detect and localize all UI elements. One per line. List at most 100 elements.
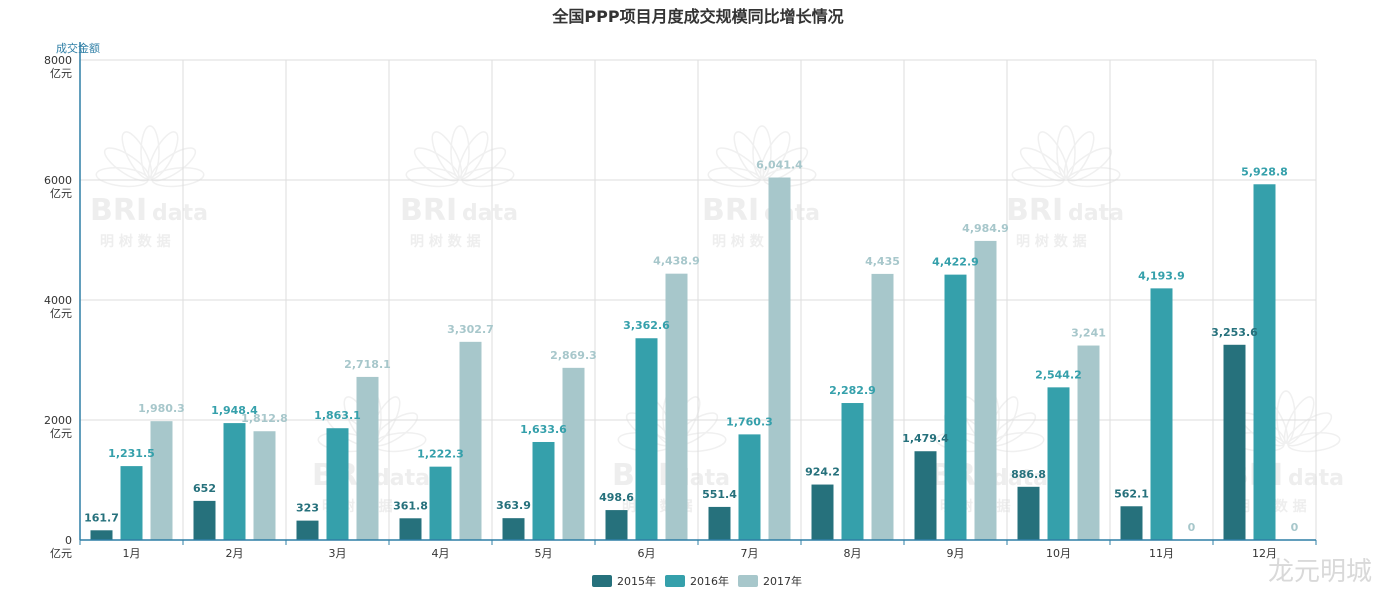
bar-2017年-5月[interactable] xyxy=(562,367,585,540)
data-label: 2,282.9 xyxy=(829,384,876,397)
data-label: 1,231.5 xyxy=(108,447,155,460)
data-label: 4,438.9 xyxy=(653,255,700,268)
bar-2016年-6月[interactable] xyxy=(635,338,658,540)
data-label: 1,760.3 xyxy=(726,415,773,428)
legend[interactable]: 2015年 2016年 2017年 xyxy=(592,574,802,588)
watermark-petal xyxy=(1286,412,1333,447)
legend-label: 2015年 xyxy=(617,574,656,588)
bar-2017年-4月[interactable] xyxy=(459,341,482,540)
watermark-chinese: 明 树 数 据 xyxy=(1016,233,1087,250)
watermark-petal xyxy=(707,166,761,188)
legend-item-2015年[interactable]: 2015年 xyxy=(592,574,656,588)
legend-item-2017年[interactable]: 2017年 xyxy=(738,574,802,588)
data-label: 1,948.4 xyxy=(211,404,258,417)
data-label: 1,479.4 xyxy=(902,432,949,445)
watermark-petal xyxy=(1067,166,1121,188)
data-label: 2,718.1 xyxy=(344,358,391,371)
legend-swatch xyxy=(665,575,685,587)
bar-2016年-5月[interactable] xyxy=(532,441,555,540)
data-label: 0 xyxy=(1291,521,1299,534)
bar-2016年-2月[interactable] xyxy=(223,423,246,540)
x-tick-label: 2月 xyxy=(226,547,244,560)
data-label: 2,544.2 xyxy=(1035,368,1082,381)
watermark-brand: BRI xyxy=(400,193,457,228)
data-label: 3,362.6 xyxy=(623,319,670,332)
watermark-chinese: 明 树 数 据 xyxy=(100,233,171,250)
y-tick-label: 2000 xyxy=(44,414,72,427)
y-axis-label: 成交金额 xyxy=(56,41,100,55)
bar-2015年-3月[interactable] xyxy=(296,520,319,540)
x-tick-label: 12月 xyxy=(1252,547,1277,560)
x-tick-label: 8月 xyxy=(844,547,862,560)
data-label: 924.2 xyxy=(805,466,840,479)
x-tick-label: 5月 xyxy=(535,547,553,560)
data-label: 4,422.9 xyxy=(932,256,979,269)
bar-2016年-4月[interactable] xyxy=(429,466,452,540)
watermark-petal xyxy=(1287,431,1341,453)
bar-2016年-9月[interactable] xyxy=(944,274,967,540)
bar-2017年-10月[interactable] xyxy=(1077,345,1100,540)
legend-label: 2016年 xyxy=(690,574,729,588)
data-label: 4,984.9 xyxy=(962,222,1009,235)
bar-2015年-2月[interactable] xyxy=(193,500,216,540)
bar-2017年-2月[interactable] xyxy=(253,431,276,540)
legend-label: 2017年 xyxy=(763,574,802,588)
bars-group xyxy=(90,177,1276,541)
data-label: 1,980.3 xyxy=(138,402,185,415)
watermark-petal xyxy=(457,131,489,180)
bar-2017年-6月[interactable] xyxy=(665,273,688,540)
data-labels: 161.7 652 323 361.8 363.9 498.6 551.4 924.2 1,47… xyxy=(84,159,1299,534)
grid-lines xyxy=(79,59,1317,541)
y-tick-unit: 亿元 xyxy=(50,67,72,80)
bar-2017年-7月[interactable] xyxy=(768,177,791,541)
y-tick-unit: 亿元 xyxy=(50,307,72,320)
data-label: 1,812.8 xyxy=(241,412,288,425)
data-label: 363.9 xyxy=(496,499,531,512)
data-label: 3,253.6 xyxy=(1211,326,1258,339)
bar-2015年-10月[interactable] xyxy=(1017,486,1040,540)
bar-2016年-10月[interactable] xyxy=(1047,387,1070,540)
bar-2016年-12月[interactable] xyxy=(1253,184,1276,540)
y-tick-label: 8000 xyxy=(44,54,72,67)
legend-swatch xyxy=(592,575,612,587)
watermark-petal xyxy=(95,166,149,188)
bar-2015年-12月[interactable] xyxy=(1223,344,1246,540)
x-tick-label: 1月 xyxy=(123,547,141,560)
watermark-petal xyxy=(759,131,791,180)
watermark-brand-suffix: data xyxy=(1068,201,1124,226)
data-label: 886.8 xyxy=(1011,468,1046,481)
bar-2015年-5月[interactable] xyxy=(502,518,525,540)
data-label: 551.4 xyxy=(702,488,737,501)
x-tick-label: 6月 xyxy=(638,547,656,560)
bar-2015年-9月[interactable] xyxy=(914,451,937,540)
bar-2015年-8月[interactable] xyxy=(811,484,834,540)
bar-2016年-1月[interactable] xyxy=(120,466,143,540)
bar-2016年-7月[interactable] xyxy=(738,434,761,540)
bar-2015年-11月[interactable] xyxy=(1120,506,1143,540)
bar-2015年-4月[interactable] xyxy=(399,518,422,540)
bar-2017年-1月[interactable] xyxy=(150,421,173,540)
watermark-chinese: 明 树 数 据 xyxy=(712,233,783,250)
bar-2017年-9月[interactable] xyxy=(974,240,997,540)
bar-2016年-8月[interactable] xyxy=(841,403,864,540)
bar-2015年-7月[interactable] xyxy=(708,506,731,540)
bar-2016年-11月[interactable] xyxy=(1150,288,1173,540)
y-tick-unit: 亿元 xyxy=(50,187,72,200)
watermark-petal xyxy=(1056,125,1076,179)
bar-2017年-3月[interactable] xyxy=(356,376,379,540)
legend-item-2016年[interactable]: 2016年 xyxy=(665,574,729,588)
bar-2015年-6月[interactable] xyxy=(605,510,628,540)
data-label: 6,041.4 xyxy=(756,159,803,172)
bar-2016年-3月[interactable] xyxy=(326,428,349,540)
bar-2015年-1月[interactable] xyxy=(90,530,113,540)
watermark-petal xyxy=(151,166,205,188)
bar-2017年-8月[interactable] xyxy=(871,273,894,540)
data-label: 3,241 xyxy=(1071,327,1106,340)
watermark-brand-suffix: data xyxy=(374,466,430,491)
chart-title: 全国PPP项目月度成交规模同比增长情况 xyxy=(551,7,843,26)
data-label: 4,435 xyxy=(865,255,900,268)
